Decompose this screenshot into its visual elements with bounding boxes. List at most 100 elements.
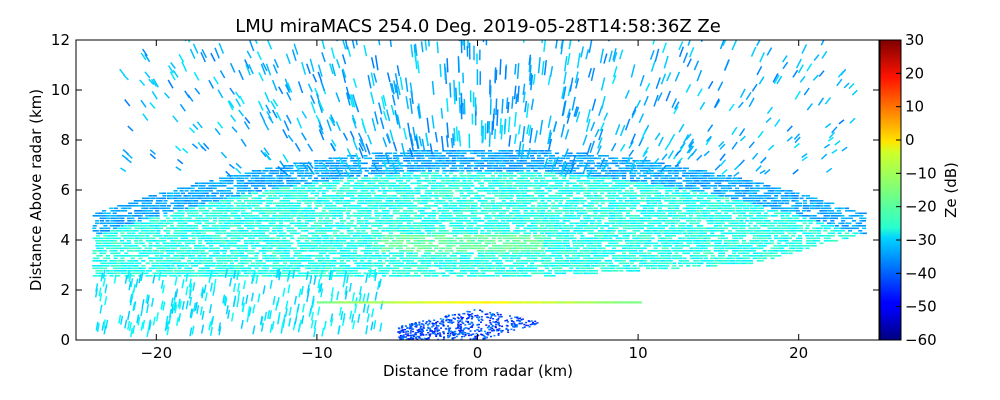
echo-cell <box>552 222 557 225</box>
echo-cell <box>198 267 203 270</box>
echo-cell <box>656 220 661 222</box>
echo-cell <box>582 200 587 202</box>
echo-cell <box>481 237 486 240</box>
echo-cell <box>477 245 482 247</box>
echo-cell <box>505 210 510 212</box>
echo-cell <box>354 275 359 277</box>
echo-cell <box>612 257 617 260</box>
echo-cell <box>749 247 754 250</box>
echo-cell <box>361 237 366 240</box>
echo-cell <box>484 222 489 225</box>
echo-cell <box>218 265 223 267</box>
echo-cell <box>788 245 793 247</box>
echo-cell <box>707 205 712 207</box>
echo-cell <box>427 207 432 210</box>
echo-cell <box>788 242 793 245</box>
echo-cell <box>367 255 372 257</box>
echo-cell <box>223 232 228 235</box>
echo-cell <box>423 255 428 257</box>
echo-cell <box>533 225 538 227</box>
echo-cell <box>709 230 714 232</box>
echo-cell <box>307 257 312 260</box>
echo-cell <box>826 225 831 227</box>
echo-cell <box>562 242 567 245</box>
echo-cell <box>197 205 202 207</box>
echo-cell <box>409 232 414 235</box>
echo-cell <box>230 252 235 255</box>
echo-cell <box>374 250 379 252</box>
echo-cell <box>219 245 224 247</box>
echo-cell <box>829 210 834 212</box>
echo-cell <box>565 227 570 230</box>
echo-cell <box>247 217 252 220</box>
echo-cell <box>707 260 712 262</box>
echo-cell <box>149 225 154 227</box>
echo-cell <box>717 230 722 232</box>
echo-cell <box>639 247 644 250</box>
echo-cell <box>540 240 545 242</box>
echo-cell <box>290 237 295 240</box>
echo-cell <box>502 230 507 232</box>
echo-cell <box>636 247 641 250</box>
echo-cell <box>222 252 227 255</box>
echo-cell <box>211 265 216 267</box>
echo-cell <box>382 237 387 240</box>
echo-cell <box>618 237 623 240</box>
echo-cell <box>614 212 619 215</box>
echo-cell <box>342 202 347 205</box>
echo-cell <box>505 275 510 277</box>
echo-cell <box>575 272 580 275</box>
echo-cell <box>536 210 541 212</box>
echo-cell <box>212 252 217 255</box>
echo-cell <box>251 232 256 235</box>
echo-cell <box>487 202 492 205</box>
echo-cell <box>672 230 677 232</box>
echo-cell <box>480 212 485 215</box>
echo-cell <box>372 237 377 240</box>
echo-cell <box>544 215 549 217</box>
echo-cell <box>520 220 525 222</box>
echo-cell <box>527 202 532 205</box>
echo-cell <box>258 262 263 265</box>
echo-cell <box>430 200 435 202</box>
echo-cell <box>476 217 481 220</box>
echo-cell <box>353 267 358 270</box>
echo-cell <box>381 222 386 225</box>
echo-cell <box>356 265 361 267</box>
echo-cell <box>215 252 220 255</box>
echo-cell <box>286 267 291 270</box>
echo-cell <box>244 225 249 227</box>
echo-cell <box>780 227 785 230</box>
echo-cell <box>593 215 598 217</box>
echo-cell <box>272 265 277 267</box>
echo-cell <box>706 250 711 252</box>
echo-cell <box>332 242 337 245</box>
echo-cell <box>142 245 147 247</box>
echo-cell <box>392 225 397 227</box>
echo-cell <box>643 215 648 217</box>
echo-cell <box>661 252 666 255</box>
echo-cell <box>466 267 471 270</box>
echo-cell <box>597 245 602 247</box>
echo-cell <box>427 257 432 260</box>
echo-cell <box>141 217 146 220</box>
echo-cell <box>207 217 212 220</box>
echo-cell <box>442 267 447 270</box>
echo-cell <box>759 247 764 250</box>
echo-cell <box>675 250 680 252</box>
echo-cell <box>269 255 274 257</box>
echo-cell <box>753 232 758 235</box>
echo-cell <box>675 267 680 270</box>
echo-cell <box>276 245 281 247</box>
echo-cell <box>437 255 442 257</box>
echo-cell <box>692 202 697 205</box>
echo-cell <box>279 265 284 267</box>
echo-cell <box>120 257 125 260</box>
echo-cell <box>268 225 273 227</box>
echo-cell <box>198 272 203 275</box>
echo-cell <box>566 200 571 202</box>
echo-cell <box>845 207 850 210</box>
echo-cell <box>345 212 350 215</box>
echo-cell <box>310 260 315 262</box>
echo-cell <box>144 255 149 257</box>
